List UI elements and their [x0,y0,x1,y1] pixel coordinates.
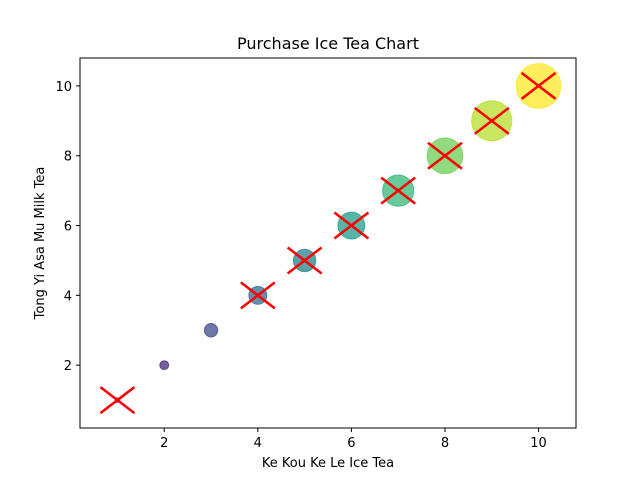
cross-marks [99,71,557,415]
cross-mark-7 [380,176,416,205]
cross-stroke [520,71,557,100]
cross-stroke [427,141,463,170]
cross-mark-6 [333,211,370,240]
cross-mark-1 [99,386,136,415]
plot-area-frame [79,57,577,429]
cross-mark-5 [286,246,323,275]
scatter-point-2 [159,360,170,371]
cross-mark-10 [520,71,557,100]
x-tick-label: 8 [441,436,449,451]
cross-stroke [240,281,276,310]
x-tick-label: 6 [347,436,355,451]
x-tick-label: 10 [530,436,547,451]
x-tick-label: 4 [254,436,262,451]
scatter-point-3 [203,323,219,338]
x-tick-label: 2 [160,436,168,451]
y-axis-ticks: 2 4 6 8 10 [55,80,80,374]
y-tick-label: 10 [55,80,72,95]
y-axis-label: Tong Yi Asa Mu Milk Tea [33,167,48,321]
y-tick-label: 2 [64,359,72,374]
y-tick-label: 4 [64,289,72,304]
x-axis-ticks: 2 4 6 8 10 [160,428,547,451]
x-axis-label: Ke Kou Ke Le Ice Tea [262,456,394,471]
cross-stroke [380,176,416,205]
cross-stroke [286,246,323,275]
y-tick-label: 6 [64,220,72,235]
cross-stroke [333,211,370,240]
y-tick-label: 8 [64,150,72,165]
cross-stroke [474,106,510,135]
chart-title: Purchase Ice Tea Chart [237,34,419,53]
cross-mark-9 [474,106,510,135]
cross-mark-8 [427,141,463,170]
cross-stroke [99,386,136,415]
cross-mark-4 [240,281,276,310]
